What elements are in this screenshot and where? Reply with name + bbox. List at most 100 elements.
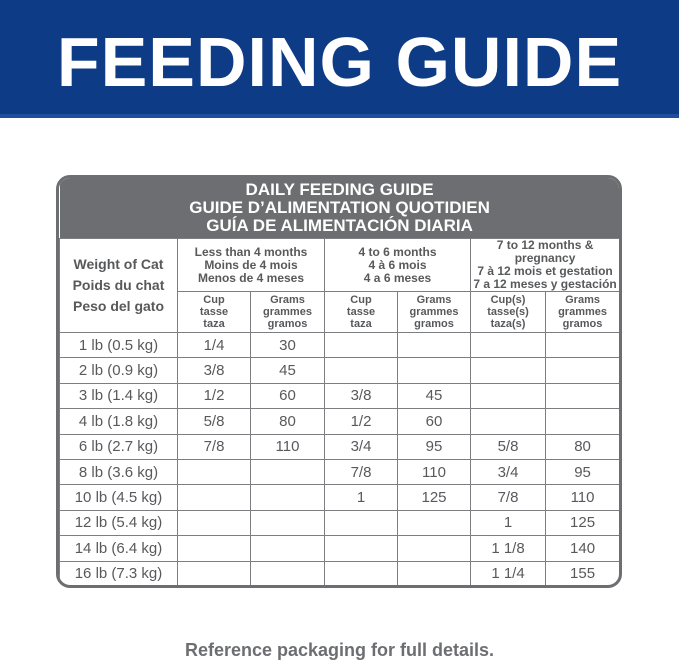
amount-cell	[470, 331, 546, 359]
amount-cell: 7/8	[324, 458, 398, 486]
weight-cell: 2 lb (0.9 kg)	[59, 357, 178, 384]
text-line: 4 à 6 mois	[368, 257, 427, 272]
column-header: Cup tasse taza	[324, 291, 398, 333]
amount-cell: 5/8	[470, 433, 546, 460]
amount-cell	[544, 408, 619, 435]
page-title: FEEDING GUIDE	[56, 23, 623, 101]
text-line: Peso del gato	[72, 298, 165, 314]
amount-cell: 60	[397, 408, 471, 435]
group-header: 4 to 6 months 4 à 6 mois 4 a 6 meses	[324, 238, 471, 292]
amount-cell	[544, 331, 619, 359]
text-line: grammes	[409, 306, 459, 318]
text-line: Cup	[350, 294, 372, 306]
subheader-row: Cup tasse taza Grams grammes gramos Cup tasse ta…	[60, 291, 619, 333]
amount-cell	[397, 357, 471, 384]
amount-cell: 125	[544, 509, 619, 537]
data-row: 10 lb (4.5 kg) 1 125 7/8 110	[59, 484, 619, 511]
amount-cell: 110	[250, 433, 325, 460]
amount-cell: 60	[250, 382, 325, 410]
weight-cell: 8 lb (3.6 kg)	[59, 458, 178, 486]
text-line: Grams	[416, 294, 452, 306]
amount-cell	[324, 331, 398, 359]
amount-cell	[324, 357, 398, 384]
amount-cell	[324, 509, 398, 537]
text-line: Menos de 4 meses	[197, 270, 305, 285]
amount-cell: 110	[397, 458, 471, 486]
amount-cell: 80	[250, 408, 325, 435]
text-line: Weight of Cat	[73, 256, 164, 272]
amount-cell: 5/8	[177, 408, 251, 435]
text-line: gramos	[562, 318, 603, 330]
amount-cell	[470, 382, 546, 410]
text-line: DAILY FEEDING GUIDE	[245, 180, 434, 199]
amount-cell	[397, 509, 471, 537]
text-line: taza(s)	[490, 318, 526, 330]
weight-cell: 14 lb (6.4 kg)	[59, 535, 178, 562]
text-line: tasse(s)	[487, 306, 529, 318]
text-line: tasse	[346, 306, 376, 318]
weight-cell: 16 lb (7.3 kg)	[59, 560, 178, 585]
data-row: 12 lb (5.4 kg) 1 125	[59, 509, 619, 537]
column-header: Cup tasse taza	[177, 291, 251, 333]
amount-cell	[177, 484, 251, 511]
table-title: DAILY FEEDING GUIDE GUIDE D’ALIMENTATION …	[59, 178, 619, 239]
text-line: 4 a 6 meses	[363, 270, 432, 285]
column-header: Grams grammes gramos	[250, 291, 325, 333]
text-line: GUIDE D’ALIMENTATION QUOTIDIEN	[189, 198, 490, 217]
group-header: 7 to 12 months & pregnancy 7 à 12 mois et…	[469, 238, 619, 292]
text-line: taza	[350, 318, 372, 330]
title-row: DAILY FEEDING GUIDE GUIDE D’ALIMENTATION …	[59, 178, 619, 239]
amount-cell: 125	[397, 484, 471, 511]
header-band	[0, 0, 679, 118]
amount-cell: 3/4	[324, 433, 398, 460]
amount-cell	[397, 560, 471, 585]
amount-cell	[250, 484, 325, 511]
amount-cell: 1	[470, 509, 546, 537]
data-row: 2 lb (0.9 kg) 3/8 45	[59, 357, 619, 384]
column-header: Grams grammes gramos	[397, 291, 471, 333]
amount-cell	[470, 357, 546, 384]
text-line: grammes	[558, 306, 607, 318]
text-line: Poids du chat	[72, 277, 165, 293]
amount-cell	[324, 535, 398, 562]
amount-cell	[177, 535, 251, 562]
footer-note: Reference packaging for full details.	[184, 640, 495, 660]
weight-cell: 1 lb (0.5 kg)	[59, 331, 178, 359]
text-line: Grams	[270, 294, 305, 306]
amount-cell: 1 1/4	[470, 560, 546, 585]
amount-cell	[177, 509, 251, 537]
data-row: 4 lb (1.8 kg) 5/8 80 1/2 60	[59, 408, 619, 435]
column-header: Grams grammes gramos	[544, 291, 619, 333]
data-row: 16 lb (7.3 kg) 1 1/4 155	[59, 560, 619, 585]
amount-cell: 45	[397, 382, 471, 410]
amount-cell: 95	[544, 458, 619, 486]
amount-cell	[250, 560, 325, 585]
data-row: 14 lb (6.4 kg) 1 1/8 140	[59, 535, 619, 562]
weight-cell: 10 lb (4.5 kg)	[59, 484, 178, 511]
text-line: Moins de 4 mois	[204, 257, 298, 272]
amount-cell	[397, 331, 471, 359]
amount-cell: 45	[250, 357, 325, 384]
amount-cell	[250, 509, 325, 537]
text-line: 7 to 12 months & pregnancy	[496, 238, 594, 265]
amount-cell: 3/8	[177, 357, 251, 384]
amount-cell	[470, 408, 546, 435]
amount-cell	[250, 535, 325, 562]
amount-cell: 30	[250, 331, 325, 359]
amount-cell: 3/4	[470, 458, 546, 486]
amount-cell: 3/8	[324, 382, 398, 410]
text-line: Cup(s)	[490, 294, 526, 306]
weight-cell: 12 lb (5.4 kg)	[59, 509, 178, 537]
weight-cell: 3 lb (1.4 kg)	[59, 382, 178, 410]
amount-cell: 80	[544, 433, 619, 460]
text-line: 7 à 12 mois et gestation	[477, 264, 613, 278]
weight-cell: 6 lb (2.7 kg)	[59, 433, 178, 460]
group-header: Less than 4 months Moins de 4 mois Menos d…	[177, 238, 325, 292]
text-line: taza	[203, 318, 225, 330]
text-line: Less than 4 months	[194, 244, 308, 259]
amount-cell: 1 1/8	[470, 535, 546, 562]
amount-cell: 110	[544, 484, 619, 511]
text-line: Cup	[203, 294, 225, 306]
amount-cell	[544, 357, 619, 384]
amount-cell: 7/8	[470, 484, 546, 511]
